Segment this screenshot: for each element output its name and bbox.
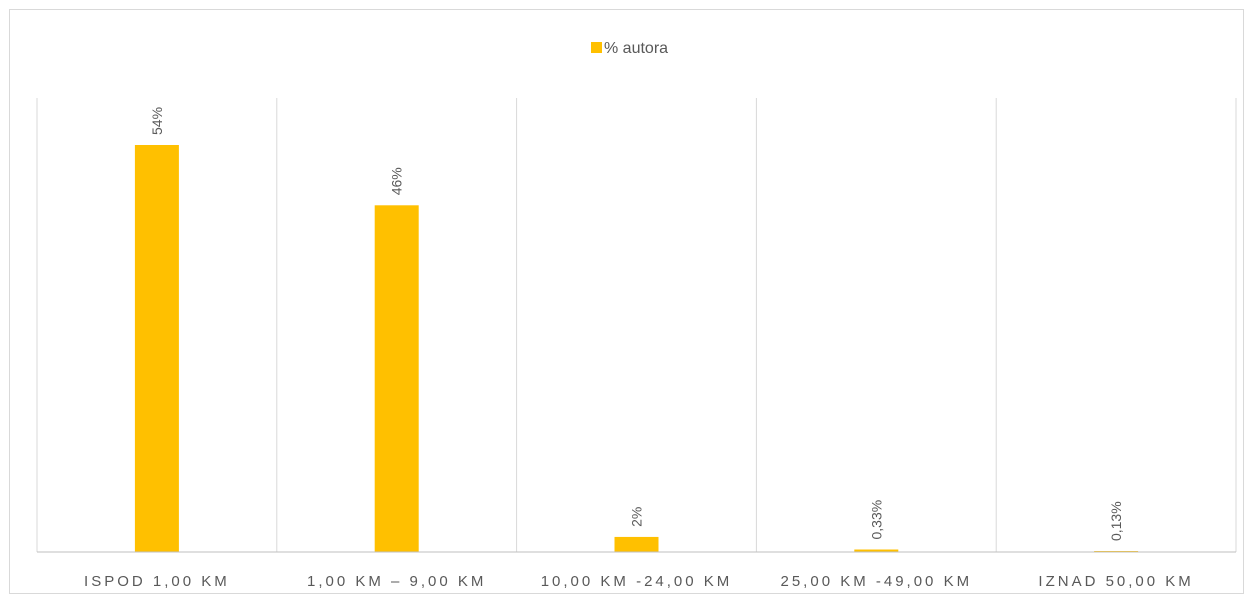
x-tick-label: IZNAD 50,00 KM xyxy=(1038,573,1193,590)
bar xyxy=(614,536,659,552)
data-label: 2% xyxy=(629,507,645,527)
data-label: 54% xyxy=(149,107,165,135)
category-separators xyxy=(36,98,1237,552)
chart-frame xyxy=(9,9,1244,594)
x-tick-label: 10,00 KM -24,00 KM xyxy=(541,573,733,590)
x-tick-label: ISPOD 1,00 KM xyxy=(84,573,230,590)
data-label: 0,13% xyxy=(1108,501,1124,541)
data-label: 46% xyxy=(389,167,405,195)
bar xyxy=(854,549,899,552)
legend: % autora xyxy=(591,40,668,57)
legend-label: % autora xyxy=(604,40,668,57)
x-tick-label: 1,00 KM – 9,00 KM xyxy=(307,573,486,590)
legend-swatch xyxy=(591,42,602,53)
bar xyxy=(374,205,419,552)
bar xyxy=(134,145,179,552)
data-labels: 54% 46% 2% 0,33% 0,13% xyxy=(149,107,1124,541)
x-tick-labels: ISPOD 1,00 KM 1,00 KM – 9,00 KM 10,00 KM -… xyxy=(84,573,1193,590)
x-tick-label: 25,00 KM -49,00 KM xyxy=(781,573,973,590)
data-label: 0,33% xyxy=(868,500,884,540)
bars xyxy=(134,145,1139,552)
